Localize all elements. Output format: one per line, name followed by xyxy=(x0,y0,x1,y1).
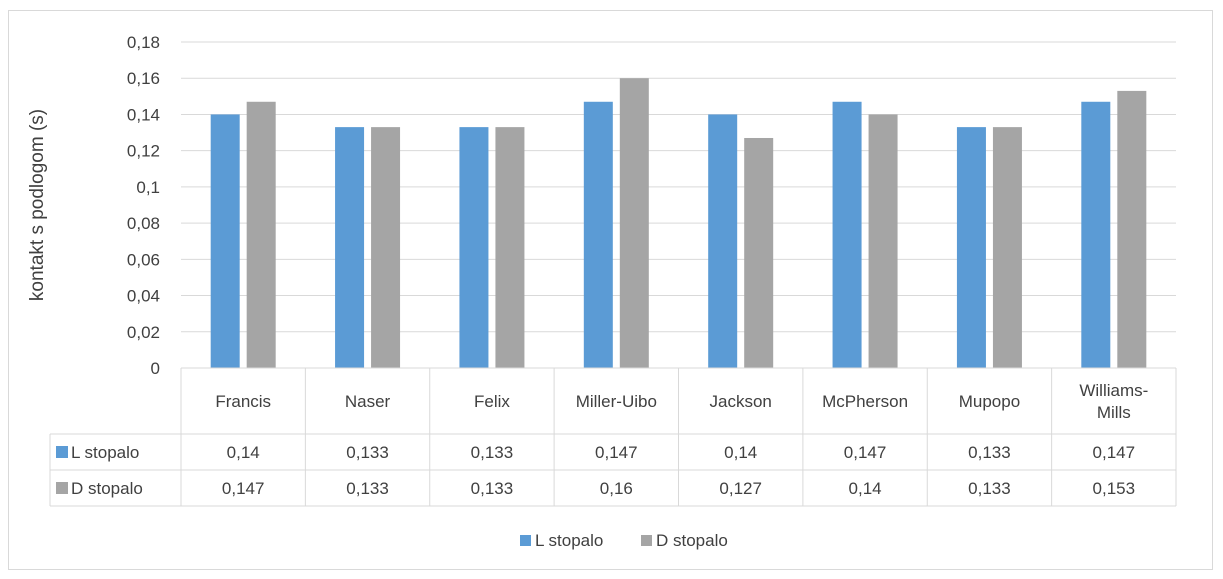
y-tick-label: 0,06 xyxy=(127,250,160,269)
data-value-label: 0,14 xyxy=(227,443,260,462)
data-value-label: 0,14 xyxy=(724,443,757,462)
data-value-label: 0,16 xyxy=(600,479,633,498)
bar-d-stopalo xyxy=(992,127,1022,368)
x-category-label: Felix xyxy=(474,392,510,411)
x-category-label: Mills xyxy=(1097,403,1131,422)
x-category-label: Miller-Uibo xyxy=(576,392,657,411)
legend-label: L stopalo xyxy=(535,531,603,550)
data-value-label: 0,133 xyxy=(346,443,389,462)
x-category-label: McPherson xyxy=(822,392,908,411)
x-category-label: Jackson xyxy=(710,392,772,411)
bar-l-stopalo xyxy=(956,127,986,368)
chart-frame xyxy=(8,10,1213,570)
bar-d-stopalo xyxy=(246,101,276,369)
bar-l-stopalo xyxy=(708,114,738,368)
bar-l-stopalo xyxy=(832,101,862,369)
data-value-label: 0,133 xyxy=(346,479,389,498)
bar-l-stopalo xyxy=(210,114,240,368)
table-legend-key xyxy=(56,482,68,494)
y-tick-label: 0,1 xyxy=(136,178,160,197)
x-category-label: Williams- xyxy=(1079,381,1148,400)
data-value-label: 0,153 xyxy=(1093,479,1136,498)
y-tick-label: 0,16 xyxy=(127,69,160,88)
legend-swatch xyxy=(520,535,531,546)
bar-d-stopalo xyxy=(495,127,525,368)
y-tick-label: 0 xyxy=(151,359,160,378)
y-tick-label: 0,04 xyxy=(127,287,160,306)
bar-l-stopalo xyxy=(583,101,613,369)
table-series-label: D stopalo xyxy=(71,479,143,498)
data-value-label: 0,127 xyxy=(719,479,762,498)
bar-d-stopalo xyxy=(1117,90,1147,369)
y-axis-label: kontakt s podlogom (s) xyxy=(27,109,48,301)
data-value-label: 0,147 xyxy=(1093,443,1136,462)
data-value-label: 0,133 xyxy=(968,479,1011,498)
data-value-label: 0,147 xyxy=(844,443,887,462)
bar-l-stopalo xyxy=(1081,101,1111,369)
y-tick-label: 0,08 xyxy=(127,214,160,233)
bar-d-stopalo xyxy=(619,78,649,368)
bar-d-stopalo xyxy=(744,137,774,368)
bar-d-stopalo xyxy=(868,114,898,368)
bar-l-stopalo xyxy=(459,127,489,368)
table-legend-key xyxy=(56,446,68,458)
legend-swatch xyxy=(641,535,652,546)
data-value-label: 0,14 xyxy=(849,479,882,498)
data-value-label: 0,133 xyxy=(471,479,514,498)
bar-l-stopalo xyxy=(335,127,365,368)
table-series-label: L stopalo xyxy=(71,443,139,462)
y-tick-label: 0,12 xyxy=(127,142,160,161)
y-tick-label: 0,14 xyxy=(127,105,160,124)
data-value-label: 0,133 xyxy=(471,443,514,462)
bar-d-stopalo xyxy=(371,127,401,368)
x-category-label: Naser xyxy=(345,392,391,411)
legend-label: D stopalo xyxy=(656,531,728,550)
data-value-label: 0,147 xyxy=(595,443,638,462)
data-value-label: 0,133 xyxy=(968,443,1011,462)
y-tick-label: 0,02 xyxy=(127,323,160,342)
data-value-label: 0,147 xyxy=(222,479,265,498)
x-category-label: Mupopo xyxy=(959,392,1020,411)
y-tick-label: 0,18 xyxy=(127,33,160,52)
x-category-label: Francis xyxy=(215,392,271,411)
